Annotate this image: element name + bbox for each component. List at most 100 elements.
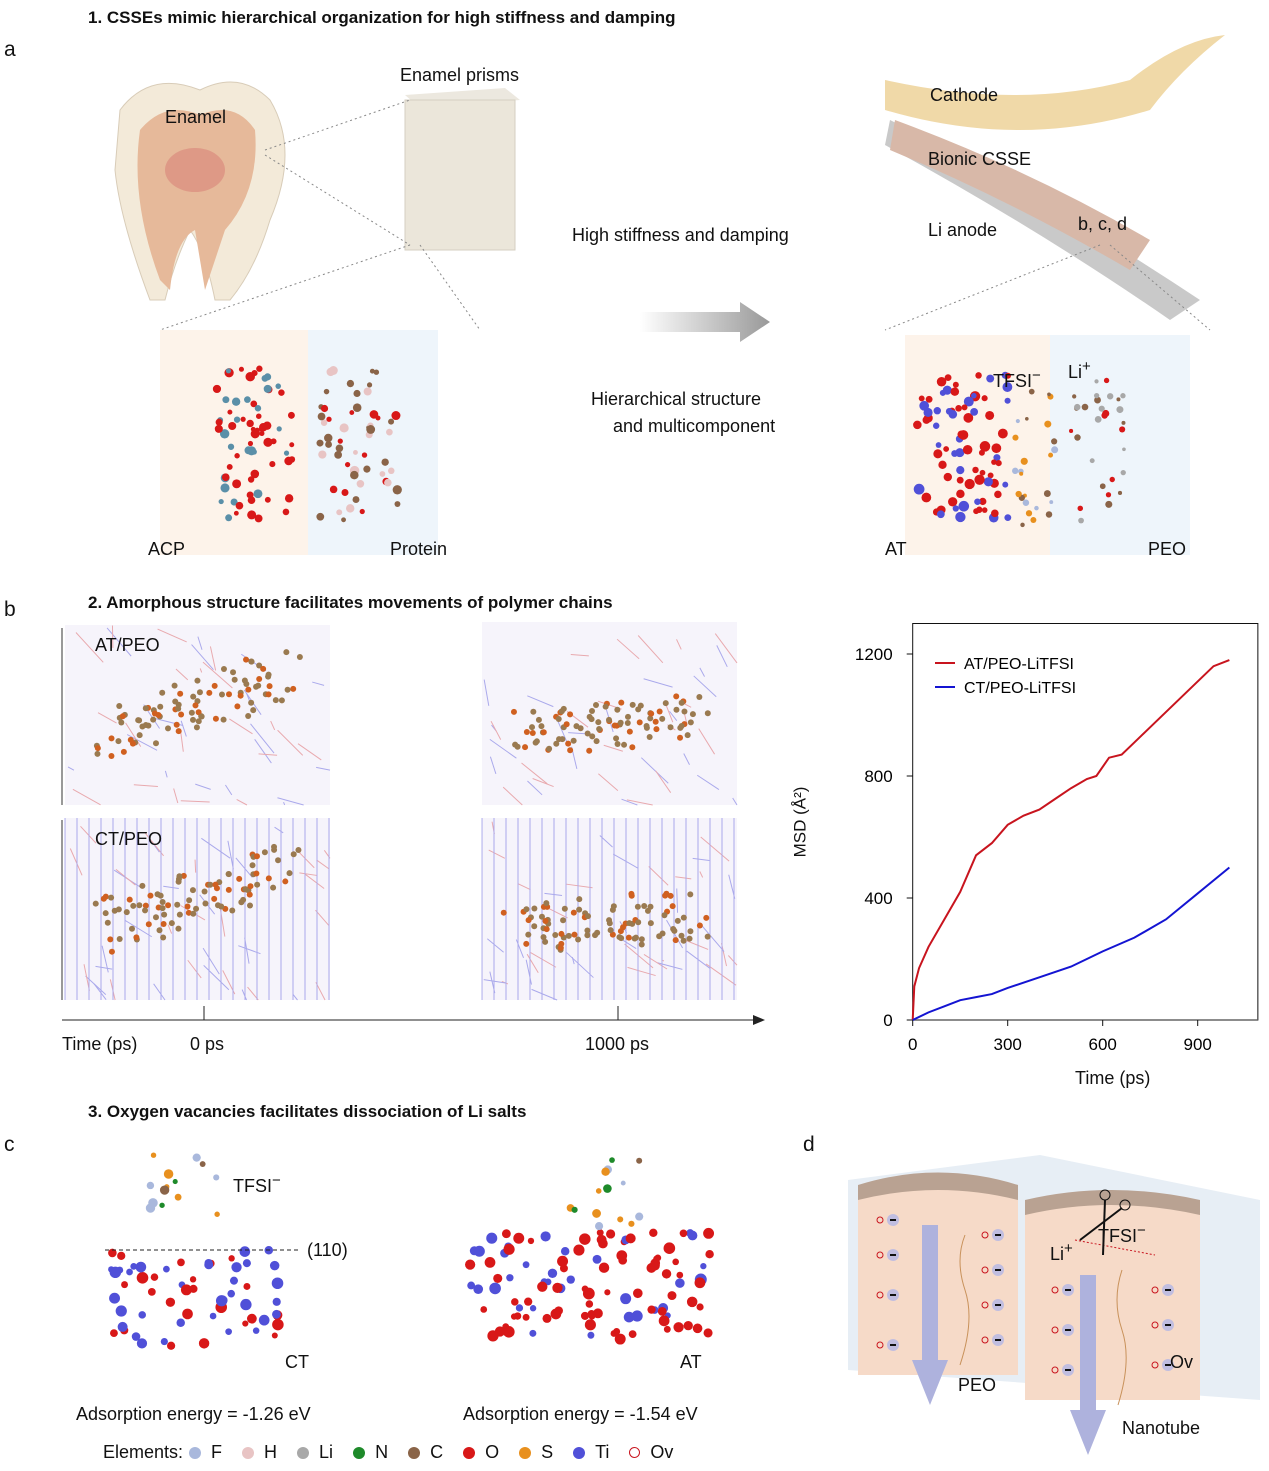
element-h: H	[242, 1442, 291, 1463]
element-symbol: F	[211, 1442, 223, 1462]
label-protein: Protein	[390, 539, 448, 559]
tfsi-on-ct	[145, 1152, 220, 1217]
elements-label: Elements:	[103, 1442, 184, 1462]
element-symbol: Ov	[650, 1442, 674, 1462]
label-at: AT	[885, 539, 907, 559]
element-symbol: S	[541, 1442, 554, 1462]
label-d-peo: PEO	[958, 1375, 997, 1395]
label-ct: CT	[285, 1352, 309, 1372]
anion-site	[1051, 1324, 1074, 1336]
chart-ylabel: MSD (Å²)	[790, 786, 810, 858]
anion-site	[1051, 1284, 1074, 1296]
anion-site	[876, 1289, 899, 1301]
element-n: N	[353, 1442, 402, 1463]
element-s: S	[519, 1442, 567, 1463]
label-c-tfsi: TFSI−	[233, 1172, 281, 1197]
protein-structure	[316, 366, 402, 523]
anion-site	[1051, 1364, 1074, 1376]
lattice-network	[483, 633, 738, 806]
d-li-charge: +	[1064, 1240, 1073, 1257]
legend-label: CT/PEO-LiTFSI	[964, 680, 1076, 697]
ct-structure	[108, 1245, 284, 1350]
peo-chain	[92, 843, 302, 955]
label-c-at: AT	[680, 1352, 702, 1372]
element-symbol: H	[264, 1442, 278, 1462]
anion-site	[876, 1339, 899, 1351]
li-text: Li	[1068, 362, 1083, 382]
element-o: O	[463, 1442, 513, 1463]
anion-site	[981, 1299, 1004, 1311]
d-tfsi-text: TFSI	[1098, 1226, 1137, 1246]
anion-site	[981, 1264, 1004, 1276]
adsorption-energy-ct: Adsorption energy = -1.26 eV	[76, 1404, 311, 1424]
arrow-right-icon	[640, 302, 770, 342]
element-symbol: N	[375, 1442, 389, 1462]
msd-chart: 0 300 600 900 0 400 800 1200 AT/PEO-LiTFSI CT/PEO…	[855, 623, 1259, 1054]
anion-site	[1151, 1284, 1174, 1296]
element-symbol: Li	[319, 1442, 334, 1462]
battery-layers	[885, 35, 1225, 320]
element-symbol: O	[485, 1442, 500, 1462]
label-nanotube: Nanotube	[1122, 1418, 1201, 1438]
label-time-ps: Time (ps)	[62, 1034, 138, 1054]
snapshot-ct-peo-1000ps	[482, 818, 737, 1000]
series-line-1	[912, 866, 1231, 1021]
element-symbol: C	[430, 1442, 444, 1462]
x-tick-label: 0	[908, 1035, 917, 1054]
tfsi-on-at	[566, 1157, 644, 1231]
label-at-peo: AT/PEO	[95, 635, 160, 655]
label-enamel: Enamel	[165, 107, 227, 127]
label-li-anode: Li anode	[928, 220, 998, 240]
acp-structure	[212, 365, 296, 523]
at-surface-structure	[465, 1227, 715, 1345]
anion-site	[1151, 1359, 1174, 1371]
y-tick-label: 400	[864, 889, 892, 908]
adsorption-energy-at: Adsorption energy = -1.54 eV	[463, 1404, 698, 1424]
x-tick-label: 300	[994, 1035, 1022, 1054]
at-region	[905, 335, 1050, 555]
label-tfsi: TFSI−	[993, 367, 1041, 392]
label-peo: PEO	[1148, 539, 1187, 559]
peo-region	[1050, 335, 1190, 555]
c-tfsi-charge: −	[272, 1172, 281, 1189]
series-line-0	[911, 659, 1230, 1021]
panel-letter-c: c	[4, 1133, 15, 1156]
elements-legend: Elements: F H Li N C O S Ti Ov	[103, 1442, 687, 1463]
y-tick-label: 0	[883, 1011, 892, 1030]
peo-chain	[500, 890, 711, 953]
element-swatch-icon	[242, 1446, 255, 1459]
tfsi-structure	[1012, 388, 1059, 528]
heading-3: 3. Oxygen vacancies facilitates dissocia…	[88, 1102, 527, 1121]
panel-letter-d: d	[803, 1133, 815, 1156]
label-d-ov: Ov	[1170, 1352, 1194, 1372]
peo-chain	[93, 649, 303, 760]
tfsi-text: TFSI	[993, 371, 1032, 391]
element-swatch-icon	[408, 1446, 421, 1459]
element-swatch-icon	[189, 1446, 202, 1459]
heading-1: 1. CSSEs mimic hierarchical organization…	[88, 8, 676, 27]
element-c: C	[408, 1442, 457, 1463]
x-tick-label: 900	[1184, 1035, 1212, 1054]
d-tfsi-charge: −	[1137, 1222, 1146, 1239]
label-d-li: Li+	[1050, 1240, 1073, 1265]
label-hier-1: Hierarchical structure	[591, 389, 762, 409]
label-110: (110)	[307, 1240, 348, 1260]
y-tick-label: 1200	[855, 645, 893, 664]
element-swatch-icon	[629, 1447, 641, 1458]
label-bionic-csse: Bionic CSSE	[928, 149, 1032, 169]
tooth-illustration	[114, 81, 286, 301]
panel-letter-a: a	[4, 38, 16, 61]
anion-site	[876, 1214, 899, 1226]
time-axis-arrowhead	[753, 1015, 765, 1025]
label-hier-2: and multicomponent	[613, 416, 776, 436]
anion-site	[1151, 1319, 1174, 1331]
element-f: F	[189, 1442, 236, 1463]
at-structure	[913, 371, 1013, 523]
anion-site	[876, 1249, 899, 1261]
anion-site	[981, 1334, 1004, 1346]
element-li: Li	[297, 1442, 347, 1463]
label-1000ps: 1000 ps	[585, 1034, 650, 1054]
label-enamel-prisms: Enamel prisms	[400, 65, 520, 85]
label-cathode: Cathode	[930, 85, 999, 105]
